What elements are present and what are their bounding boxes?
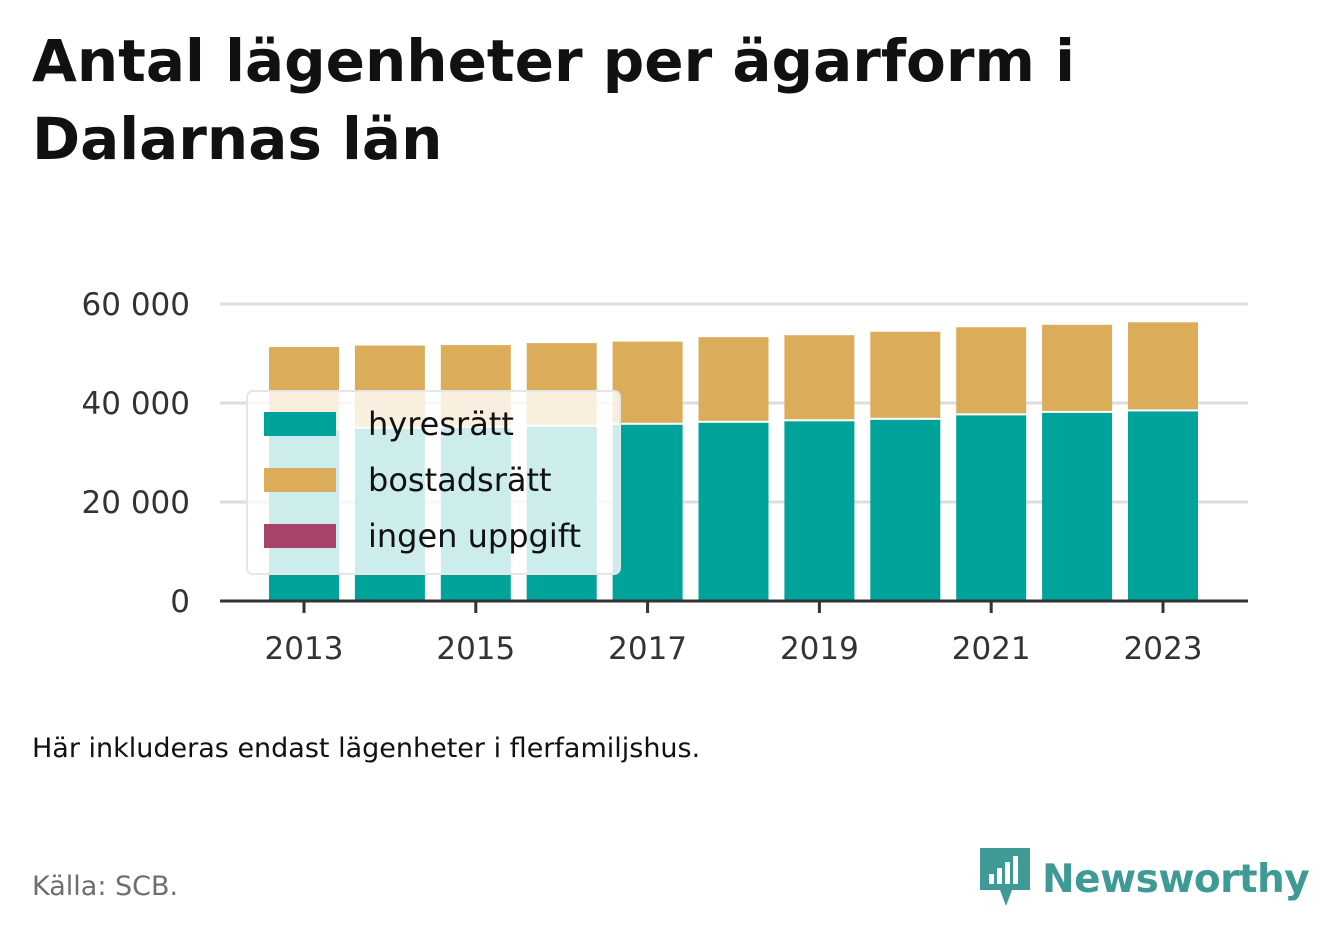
- y-tick-label: 60 000: [82, 287, 190, 323]
- source-label: Källa: SCB.: [32, 871, 179, 902]
- x-axis-ticks: 2013 2015 2017 2019 2021 2023: [265, 601, 1203, 667]
- bar-hyresrätt-2019: [784, 421, 855, 601]
- bar-bostadsrätt-2019: [784, 335, 855, 420]
- bar-hyresrätt-2023: [1128, 411, 1198, 601]
- bar-hyresrätt-2018: [698, 422, 769, 601]
- x-tick-label: 2017: [608, 631, 687, 667]
- newsworthy-logo: Newsworthy: [980, 848, 1310, 910]
- legend: hyresrätt bostadsrätt ingen uppgift: [246, 390, 621, 575]
- legend-box: [246, 390, 621, 575]
- x-tick-label: 2013: [265, 631, 344, 667]
- legend-swatch-ingen-uppgift: [264, 524, 336, 548]
- legend-label: ingen uppgift: [368, 517, 581, 555]
- bar-bostadsrätt-2017: [612, 341, 683, 423]
- legend-swatch-hyresrätt: [264, 412, 336, 436]
- legend-label: bostadsrätt: [368, 461, 552, 499]
- y-tick-label: 0: [170, 584, 190, 620]
- x-tick-label: 2019: [780, 631, 859, 667]
- bar-hyresrätt-2021: [956, 415, 1027, 601]
- legend-label: hyresrätt: [368, 405, 514, 443]
- bar-bostadsrätt-2021: [956, 327, 1027, 414]
- chart-note: Här inkluderas endast lägenheter i flerf…: [32, 733, 701, 764]
- bar-chart: 0 20 000 40 000 60 000 2013 2015 2017 2019 2021…: [82, 287, 1248, 667]
- bar-hyresrätt-2022: [1042, 412, 1113, 601]
- x-tick-label: 2021: [952, 631, 1031, 667]
- x-tick-label: 2015: [436, 631, 515, 667]
- y-axis-tick-labels: 0 20 000 40 000 60 000: [82, 287, 190, 620]
- bar-bostadsrätt-2018: [698, 337, 769, 421]
- brand-name: Newsworthy: [1042, 856, 1310, 902]
- chart-title: Antal lägenheter per ägarform i Dalarnas…: [32, 27, 1076, 173]
- bar-bostadsrätt-2023: [1128, 322, 1198, 410]
- x-tick-label: 2023: [1124, 631, 1203, 667]
- bar-bostadsrätt-2020: [870, 331, 941, 418]
- bar-hyresrätt-2020: [870, 419, 941, 601]
- y-tick-label: 40 000: [82, 386, 190, 422]
- newsworthy-logo-icon: [980, 848, 1030, 906]
- legend-swatch-bostadsrätt: [264, 468, 336, 492]
- y-tick-label: 20 000: [82, 485, 190, 521]
- bar-hyresrätt-2017: [612, 424, 683, 601]
- bar-bostadsrätt-2022: [1042, 324, 1113, 411]
